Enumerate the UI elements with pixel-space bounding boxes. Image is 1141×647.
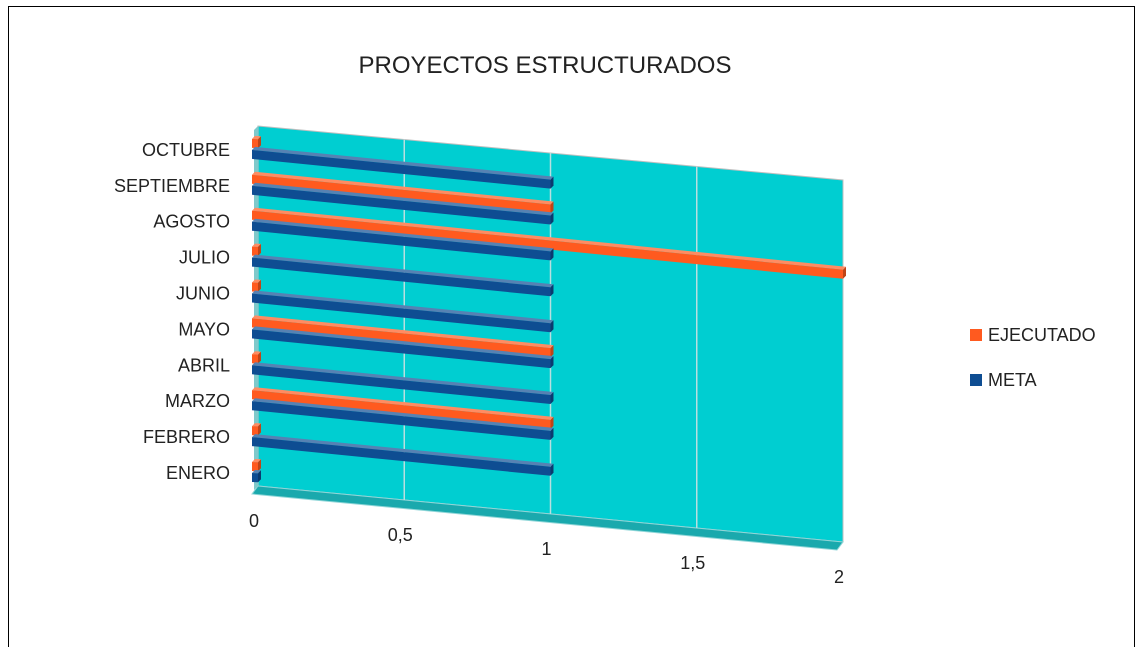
meta-bar-end xyxy=(550,463,554,476)
meta-bar-end xyxy=(550,248,554,261)
ejecutado-bar-top xyxy=(252,351,261,355)
x-tick-label: 0 xyxy=(249,511,259,531)
ejecutado-bar-top xyxy=(252,315,554,349)
ejecutado-bar-end xyxy=(843,266,846,279)
ejecutado-bar-top xyxy=(252,243,261,247)
ejecutado-bar-top xyxy=(252,387,554,420)
category-label: ENERO xyxy=(166,463,230,483)
ejecutado-bar-end xyxy=(258,243,261,256)
meta-bar-end xyxy=(550,320,554,333)
category-label: ABRIL xyxy=(178,355,230,375)
ejecutado-bar xyxy=(252,246,258,256)
meta-bar xyxy=(252,149,551,189)
ejecutado-bar-end xyxy=(258,459,261,472)
legend: EJECUTADO META xyxy=(970,325,1096,390)
ejecutado-bar-top xyxy=(252,135,261,140)
meta-bar-top xyxy=(252,146,554,180)
category-label: SEPTIEMBRE xyxy=(114,176,230,196)
ejecutado-bar-end xyxy=(258,423,261,436)
meta-bar-top xyxy=(252,290,554,324)
meta-bar-top xyxy=(252,326,554,360)
ejecutado-bar xyxy=(252,174,551,214)
ejecutado-bar xyxy=(252,210,843,279)
meta-bar-end xyxy=(550,392,554,405)
meta-bar-top xyxy=(252,434,554,467)
plot-floor xyxy=(251,485,844,551)
meta-bar-top xyxy=(252,254,554,288)
meta-bar xyxy=(252,437,551,476)
category-label: OCTUBRE xyxy=(142,140,230,160)
meta-bar-end xyxy=(550,212,554,225)
legend-label: EJECUTADO xyxy=(988,325,1096,345)
ejecutado-bar xyxy=(252,426,258,436)
chart-border xyxy=(8,6,1135,647)
ejecutado-bar-end xyxy=(550,416,554,429)
legend-item: META xyxy=(970,370,1037,390)
ejecutado-bar-top xyxy=(252,423,261,427)
legend-item: EJECUTADO xyxy=(970,325,1096,345)
ejecutado-bar xyxy=(252,354,258,364)
meta-bar xyxy=(252,401,551,440)
legend-swatch xyxy=(970,329,982,341)
ejecutado-bar-end xyxy=(258,136,261,149)
meta-bar-end xyxy=(258,470,261,483)
x-tick-label: 1 xyxy=(541,539,551,559)
legend-swatch xyxy=(970,374,982,386)
category-label: MARZO xyxy=(165,391,230,411)
meta-bar xyxy=(252,185,551,225)
ejecutado-bar-top xyxy=(252,171,554,205)
x-tick-label: 2 xyxy=(834,567,844,587)
ejecutado-bar-top xyxy=(252,279,261,283)
category-label: MAYO xyxy=(178,319,230,339)
meta-bar-top xyxy=(252,218,554,252)
category-label: JUNIO xyxy=(176,284,230,304)
meta-bar-end xyxy=(550,427,554,440)
meta-bar-end xyxy=(550,356,554,369)
ejecutado-bar xyxy=(252,138,258,149)
meta-bar-end xyxy=(550,176,554,189)
ejecutado-bar xyxy=(252,462,258,472)
ejecutado-bar xyxy=(252,282,258,292)
ejecutado-bar-end xyxy=(550,345,554,358)
chart-title: PROYECTOS ESTRUCTURADOS xyxy=(359,52,732,79)
meta-bar xyxy=(252,329,551,369)
meta-bar xyxy=(252,365,551,405)
plot-area: ENERO FEBRERO MARZO ABRIL MAYO JUNIO JULIO AGOS… xyxy=(114,125,846,587)
meta-bar xyxy=(252,221,551,261)
ejecutado-bar-end xyxy=(550,201,554,214)
ejecutado-bar xyxy=(252,318,551,358)
meta-bar-top xyxy=(252,398,554,431)
meta-bar-top xyxy=(252,182,554,216)
category-label: JULIO xyxy=(179,248,230,268)
ejecutado-bar-top xyxy=(252,207,846,270)
x-tick-label: 0,5 xyxy=(388,525,413,545)
ejecutado-bar-end xyxy=(258,279,261,292)
ejecutado-bar-top xyxy=(252,459,261,463)
meta-bar xyxy=(252,257,551,297)
legend-label: META xyxy=(988,370,1037,390)
meta-bar xyxy=(252,293,551,333)
meta-bar-top xyxy=(252,362,554,396)
meta-bar-end xyxy=(550,284,554,297)
ejecutado-bar-end xyxy=(258,351,261,364)
ejecutado-bar xyxy=(252,390,551,429)
category-label: AGOSTO xyxy=(153,212,230,232)
x-tick-label: 1,5 xyxy=(680,553,705,573)
meta-bar-top xyxy=(252,470,261,474)
meta-bar xyxy=(252,473,258,483)
category-label: FEBRERO xyxy=(143,427,230,447)
